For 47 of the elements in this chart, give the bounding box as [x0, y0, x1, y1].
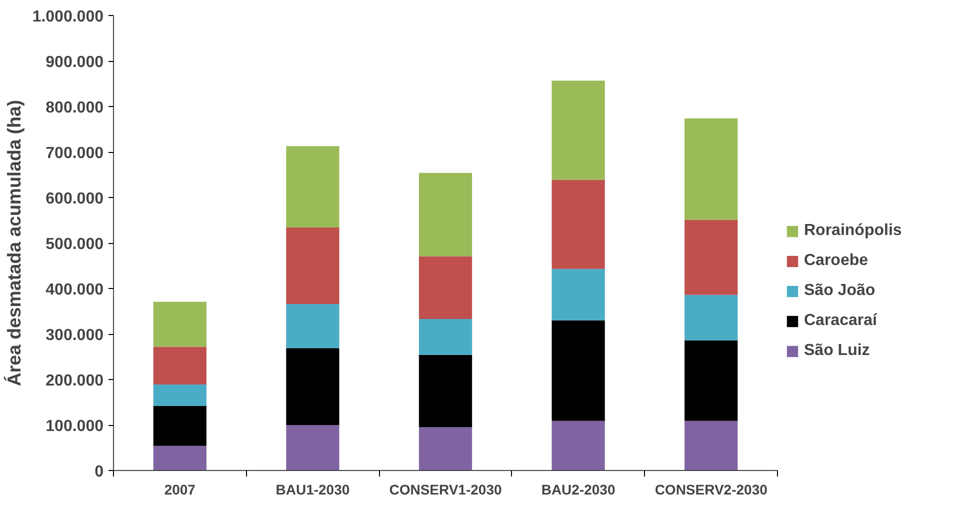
x-tick-label: 2007: [164, 482, 196, 498]
bar: [286, 146, 340, 228]
y-tick-label: 600.000: [46, 190, 104, 208]
bar: [153, 302, 206, 347]
bar: [418, 318, 472, 355]
y-tick-label: 300.000: [46, 327, 104, 344]
legend-label: Caracaraí: [804, 312, 877, 330]
bar: [418, 172, 472, 256]
bar: [153, 384, 206, 406]
y-tick-label: 400.000: [46, 282, 104, 298]
bar: [418, 354, 472, 428]
bar: [684, 294, 738, 340]
y-axis-title: Área desmatada acumulada (ha): [3, 100, 24, 386]
bar: [418, 427, 472, 470]
bar: [286, 348, 340, 425]
y-tick-label: 100.000: [46, 418, 104, 435]
x-tick-label: CONSERV1-2030: [389, 482, 502, 498]
legend-label: Rorainópolis: [804, 222, 902, 240]
bar: [552, 80, 605, 180]
y-tick-label: 700.000: [46, 145, 104, 162]
bar: [153, 406, 206, 446]
y-tick-label: 1.000.000: [32, 8, 104, 26]
bar: [153, 446, 206, 470]
y-tick-label: 800.000: [46, 100, 104, 116]
bar: [286, 304, 340, 348]
x-tick-label: CONSERV2-2030: [654, 482, 768, 498]
x-tick-label: BAU2-2030: [541, 482, 616, 498]
bar: [153, 346, 206, 385]
y-tick-label: 200.000: [46, 372, 104, 390]
bar: [286, 228, 340, 304]
y-tick-label: 900.000: [46, 54, 104, 71]
y-tick-label: 0: [94, 464, 104, 480]
bar: [552, 420, 605, 470]
bar: [552, 268, 605, 320]
legend-label: São João: [804, 282, 876, 300]
bar: [684, 118, 738, 220]
x-tick-label: BAU1-2030: [276, 482, 350, 498]
bar: [552, 320, 605, 421]
bar: [684, 420, 738, 470]
bar: [684, 340, 738, 421]
bar: [418, 256, 472, 319]
legend-label: Caroebe: [804, 252, 868, 270]
bar: [286, 425, 340, 470]
bar: [684, 220, 738, 295]
bar: [552, 180, 605, 269]
legend-label: São Luiz: [804, 342, 870, 360]
y-tick-label: 500.000: [46, 236, 104, 253]
